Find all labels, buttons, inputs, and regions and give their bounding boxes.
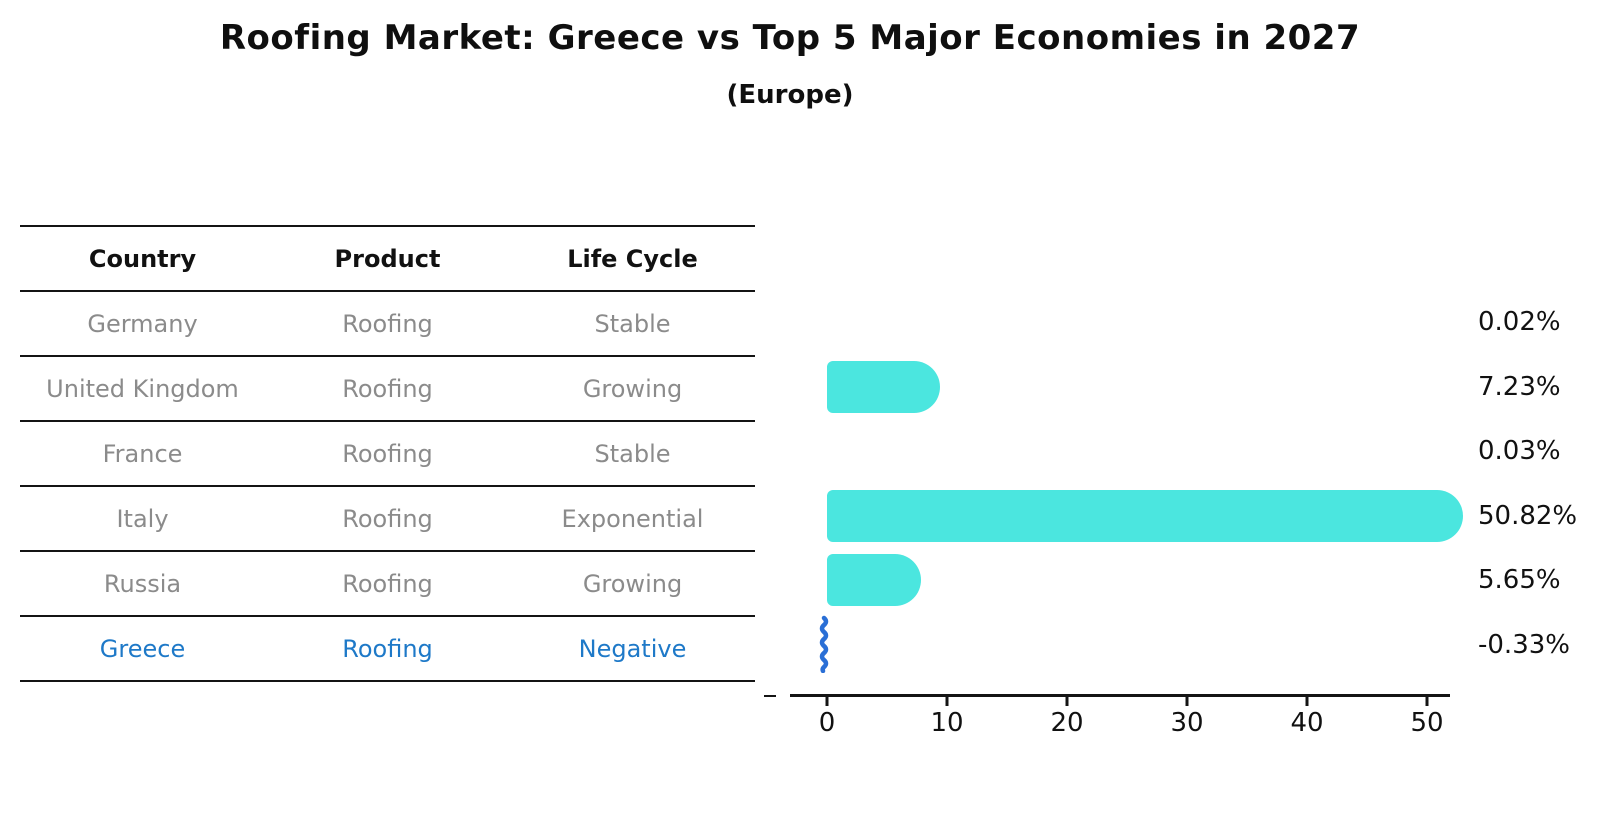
life-cycle-cell: Growing [582, 569, 683, 598]
country-cell: Greece [99, 634, 186, 663]
life-cycle-cell: Negative [578, 634, 687, 663]
title-block: Roofing Market: Greece vs Top 5 Major Ec… [0, 0, 1580, 110]
x-axis-tick-label: 30 [1170, 708, 1204, 738]
x-axis-tick [1065, 697, 1069, 706]
column-header-life-cycle: Life Cycle [567, 244, 698, 273]
x-axis-tick [1425, 697, 1429, 706]
product-cell: Roofing [342, 439, 433, 468]
product-cell: Roofing [342, 309, 433, 338]
product-cell: Roofing [342, 504, 433, 533]
x-axis-tick-label: 50 [1410, 708, 1444, 738]
value-label: 5.65% [1478, 565, 1561, 595]
x-axis-tick-label: 0 [818, 708, 836, 738]
table-row: France Roofing Stable [20, 422, 755, 487]
x-axis-tick-label: 40 [1290, 708, 1324, 738]
table-row: United Kingdom Roofing Growing [20, 357, 755, 422]
negative-bar-squiggle-icon [819, 615, 829, 673]
x-axis-tick [825, 697, 829, 706]
chart-subtitle: (Europe) [726, 80, 854, 110]
table-header-row: Country Product Life Cycle [20, 227, 755, 292]
life-cycle-cell: Stable [594, 309, 671, 338]
product-cell: Roofing [342, 634, 433, 663]
value-label: 50.82% [1478, 500, 1578, 531]
x-axis-tick-label: 20 [1050, 708, 1084, 738]
x-axis-line [790, 694, 1450, 697]
x-axis-tick [945, 697, 949, 706]
life-cycle-cell: Exponential [561, 504, 704, 533]
table-row: Germany Roofing Stable [20, 292, 755, 357]
x-axis-tick [1305, 697, 1309, 706]
value-label: 0.03% [1478, 436, 1561, 466]
country-cell: Italy [116, 504, 169, 533]
life-cycle-cell: Growing [582, 374, 683, 403]
country-cell: United Kingdom [46, 374, 239, 403]
value-label: 0.02% [1478, 307, 1561, 337]
value-label: 7.23% [1478, 371, 1561, 402]
product-cell: Roofing [342, 374, 433, 403]
life-cycle-cell: Stable [594, 439, 671, 468]
country-cell: Germany [87, 309, 198, 338]
bar-russia [827, 554, 921, 606]
table-row: Italy Roofing Exponential [20, 487, 755, 552]
table-row-highlighted: Greece Roofing Negative [20, 617, 755, 682]
country-table: Country Product Life Cycle Germany Roofi… [20, 225, 755, 682]
bar-italy [827, 489, 1463, 542]
table-row: Russia Roofing Growing [20, 552, 755, 617]
chart-title: Roofing Market: Greece vs Top 5 Major Ec… [219, 18, 1361, 58]
x-axis-tick [1185, 697, 1189, 706]
column-header-product: Product [334, 244, 441, 273]
column-header-country: Country [88, 244, 197, 273]
country-cell: France [102, 439, 183, 468]
value-label: -0.33% [1478, 629, 1570, 660]
bar-united-kingdom [827, 360, 940, 413]
x-axis-tick-label: 10 [930, 708, 964, 738]
country-cell: Russia [103, 569, 182, 598]
product-cell: Roofing [342, 569, 433, 598]
x-axis-left-end [764, 695, 776, 697]
